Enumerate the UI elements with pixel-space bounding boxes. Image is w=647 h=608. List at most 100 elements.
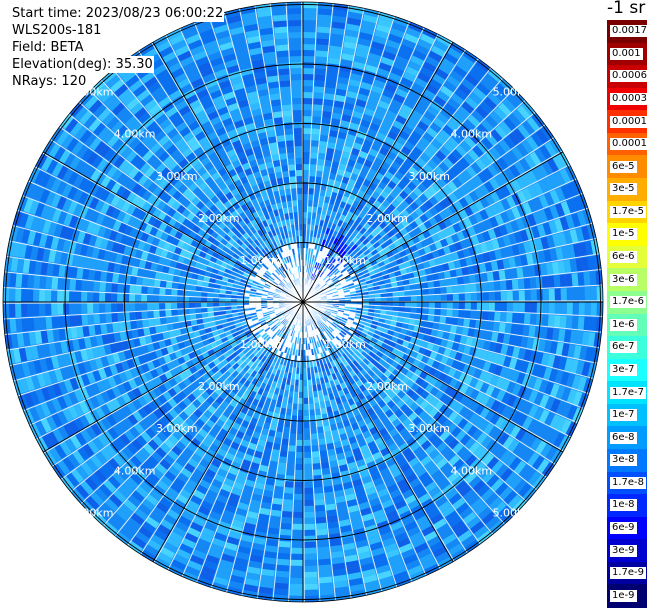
range-gate: [335, 284, 343, 289]
range-gate: [407, 272, 415, 279]
range-gate: [374, 29, 389, 40]
range-gate: [435, 68, 449, 80]
range-gate: [93, 303, 100, 313]
range-gate: [429, 243, 438, 252]
range-gate: [464, 310, 471, 319]
range-gate: [117, 312, 124, 322]
range-gate: [567, 244, 576, 259]
range-gate: [455, 128, 468, 140]
range-gate: [459, 157, 471, 169]
range-gate: [458, 220, 468, 231]
range-gate: [33, 275, 41, 289]
range-gate: [544, 192, 555, 207]
range-gate: [75, 303, 82, 314]
range-gate: [348, 226, 356, 234]
range-gate: [526, 136, 539, 151]
range-gate: [335, 246, 342, 254]
range-gate: [141, 310, 148, 319]
range-gate: [447, 47, 462, 60]
range-gate: [333, 244, 339, 252]
range-gate: [219, 302, 226, 307]
range-gate: [459, 258, 468, 268]
range-gate: [440, 286, 447, 295]
range-gate: [387, 212, 397, 222]
range-gate: [325, 81, 337, 89]
range-gate: [87, 303, 94, 314]
range-gate: [391, 286, 399, 293]
range-gate: [438, 188, 449, 199]
range-gate: [420, 254, 429, 263]
range-gate: [514, 161, 526, 175]
range-gate: [448, 215, 458, 225]
range-gate: [350, 299, 357, 302]
range-gate: [349, 78, 361, 88]
range-gate: [578, 302, 585, 316]
range-gate: [51, 303, 58, 316]
range-gate: [443, 141, 455, 153]
range-gate: [426, 83, 440, 95]
range-gate: [452, 223, 462, 233]
range-gate: [386, 297, 393, 302]
range-gate: [366, 102, 378, 112]
range-gate: [451, 317, 459, 326]
range-gate: [298, 391, 303, 398]
range-gate: [324, 260, 329, 267]
range-gate: [596, 286, 603, 301]
range-gate: [100, 271, 108, 282]
range-gate: [425, 236, 435, 246]
range-gate: [549, 205, 560, 220]
range-gate: [353, 266, 360, 272]
range-gate: [475, 105, 489, 119]
range-gate: [303, 164, 310, 171]
range-gate: [452, 302, 459, 310]
range-gate: [332, 15, 347, 24]
range-gate: [308, 403, 315, 410]
range-gate: [366, 154, 376, 163]
range-gate: [15, 273, 23, 288]
range-gate: [165, 288, 172, 296]
range-gate: [410, 130, 423, 142]
range-gate: [403, 285, 411, 291]
range-gate: [541, 314, 549, 327]
range-gate: [418, 223, 428, 233]
range-gate: [487, 281, 495, 292]
range-gate: [371, 85, 384, 95]
range-gate: [93, 313, 101, 324]
range-gate: [583, 271, 591, 286]
range-gate: [347, 257, 355, 264]
range-gate: [303, 421, 310, 428]
range-gate: [328, 51, 342, 59]
range-gate: [366, 58, 380, 68]
range-gate: [428, 259, 437, 268]
range-gate: [316, 32, 330, 40]
range-gate: [417, 120, 430, 132]
range-gate: [510, 220, 520, 233]
range-gate: [499, 280, 507, 291]
range-gate: [382, 234, 391, 242]
range-gate: [530, 302, 537, 314]
range-gate: [523, 241, 532, 254]
range-gate: [297, 403, 303, 410]
range-gate: [345, 165, 354, 173]
range-gate: [308, 200, 314, 207]
range-gate: [356, 259, 364, 266]
range-gate: [362, 291, 369, 296]
range-gate: [369, 46, 384, 57]
range-gate: [376, 105, 388, 116]
range-gate: [311, 134, 320, 141]
range-gate: [87, 291, 94, 302]
range-gate: [338, 265, 345, 272]
range-gate: [559, 274, 567, 288]
range-gate: [447, 153, 459, 165]
range-gate: [463, 119, 477, 132]
range-gate: [303, 68, 315, 75]
range-gate: [593, 255, 602, 270]
range-gate: [293, 505, 303, 512]
range-gate: [526, 116, 540, 132]
range-gate: [341, 221, 348, 230]
range-gate: [448, 192, 459, 204]
range-gate: [315, 176, 323, 184]
range-gate: [177, 308, 184, 316]
range-gate: [367, 218, 375, 226]
range-gate: [306, 230, 311, 237]
